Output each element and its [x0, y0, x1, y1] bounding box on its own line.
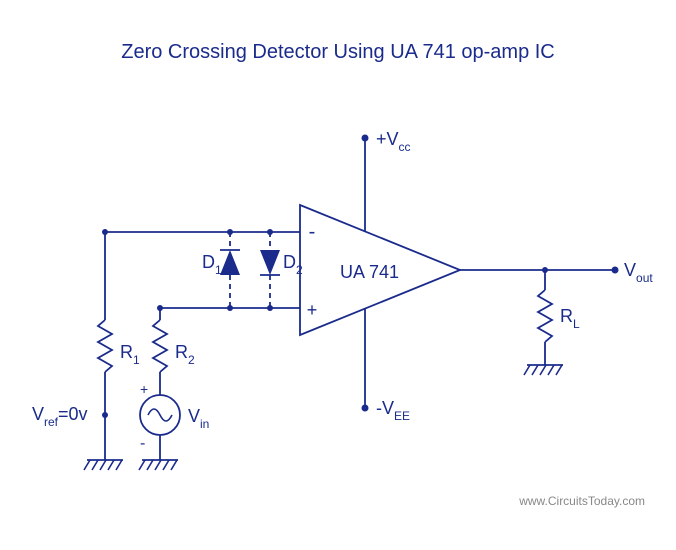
svg-text:-VEE: -VEE — [376, 398, 410, 423]
svg-text:Vref=0v: Vref=0v — [32, 404, 88, 429]
diagram-title: Zero Crossing Detector Using UA 741 op-a… — [121, 41, 555, 63]
r1-label: R — [120, 342, 133, 362]
vout-label: V — [624, 260, 636, 280]
vcc-supply: +Vcc — [362, 129, 411, 232]
svg-text:R1: R1 — [120, 342, 140, 367]
r2-label: R — [175, 342, 188, 362]
d1-sub: 1 — [215, 263, 222, 277]
d2-sub: 2 — [296, 263, 303, 277]
vref-node: Vref=0v — [32, 404, 108, 429]
r2-sub: 2 — [188, 353, 195, 367]
load-resistor: RL — [524, 267, 580, 375]
vin-label: V — [188, 406, 200, 426]
svg-text:RL: RL — [560, 306, 580, 331]
vee-supply: -VEE — [362, 309, 411, 423]
ac-plus: + — [140, 381, 148, 397]
svg-text:R2: R2 — [175, 342, 195, 367]
diode-d1: D1 — [202, 229, 240, 311]
watermark: www.CircuitsToday.com — [518, 494, 645, 508]
diode-d2: D2 — [260, 229, 303, 311]
svg-text:D1: D1 — [202, 252, 222, 277]
vin-ground — [139, 460, 178, 470]
resistor-r2: R2 — [153, 320, 195, 395]
plus-sign: + — [307, 300, 318, 320]
vref-sub: ref — [44, 415, 59, 429]
vref-eq: =0v — [58, 404, 88, 424]
vee-sub: EE — [394, 409, 410, 423]
minus-sign: - — [309, 221, 316, 243]
vout-sub: out — [636, 271, 653, 285]
vee-label: -V — [376, 398, 394, 418]
svg-text:Vin: Vin — [188, 406, 209, 431]
r1-sub: 1 — [133, 353, 140, 367]
opamp: UA 741 - + — [300, 205, 460, 335]
svg-text:Vout: Vout — [624, 260, 653, 285]
svg-text:+Vcc: +Vcc — [376, 129, 411, 154]
d1-label: D — [202, 252, 215, 272]
vcc-label: +V — [376, 129, 399, 149]
circuit-diagram: Zero Crossing Detector Using UA 741 op-a… — [0, 0, 676, 545]
vcc-sub: cc — [399, 140, 411, 154]
d2-label: D — [283, 252, 296, 272]
resistor-r1: R1 — [98, 310, 140, 460]
r1-ground — [84, 460, 123, 470]
vin-sub: in — [200, 417, 209, 431]
ac-minus: - — [140, 435, 145, 452]
ac-source: + - Vin — [140, 381, 209, 460]
vref-label: V — [32, 404, 44, 424]
opamp-label: UA 741 — [340, 262, 399, 282]
output-wire: Vout — [460, 260, 653, 285]
rl-sub: L — [573, 317, 580, 331]
rl-label: R — [560, 306, 573, 326]
